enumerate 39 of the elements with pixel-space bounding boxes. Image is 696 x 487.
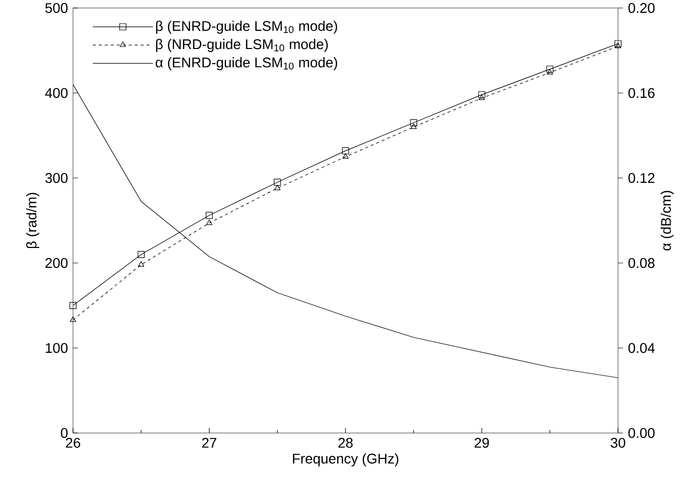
point: [478, 91, 486, 98]
y-tick-label: 200: [45, 258, 68, 268]
y2-tick-label: 0.16: [628, 88, 655, 98]
y2-tick-label: 0.08: [628, 258, 655, 268]
point: [546, 69, 553, 74]
point: [274, 178, 281, 186]
x-tick-label: 29: [474, 438, 489, 448]
y-tick-label: 400: [45, 88, 68, 98]
y2-axis-title: α (dB/cm): [660, 190, 674, 250]
y-tick-label: 0: [60, 428, 68, 438]
point: [546, 66, 554, 73]
legend-label: β (ENRD-guide LSM$_{10}$ mode): [156, 20, 338, 34]
point: [206, 220, 212, 225]
legend-label: β (NRD-guide LSM$_{10}$ mode): [156, 38, 328, 52]
point: [342, 153, 349, 159]
point: [410, 124, 417, 129]
point: [206, 212, 213, 219]
x-tick-label: 27: [202, 438, 216, 448]
y-tick-label: 100: [46, 343, 68, 353]
y-tick-label: 300: [45, 173, 68, 183]
point: [70, 302, 76, 309]
x-tick-label: 26: [66, 438, 80, 448]
legend-label: α (ENRD-guide LSM$_{10}$ mode): [156, 57, 338, 70]
point: [70, 316, 76, 322]
y-axis-title: β (rad/m): [26, 192, 40, 248]
y2-tick-label: 0.04: [628, 343, 655, 353]
y-tick-label: 500: [45, 3, 68, 13]
point: [138, 251, 145, 258]
point: [478, 94, 485, 100]
y2-tick-label: 0.00: [628, 428, 655, 438]
y2-tick-label: 0.20: [628, 3, 655, 13]
x-tick-label: 30: [610, 438, 626, 448]
x-axis-title: Frequency (GHz): [292, 453, 398, 466]
point: [342, 147, 349, 154]
y2-tick-label: 0.12: [628, 173, 654, 183]
x-tick-label: 28: [338, 438, 353, 448]
point: [410, 119, 418, 126]
point: [274, 184, 280, 190]
point: [138, 261, 144, 267]
